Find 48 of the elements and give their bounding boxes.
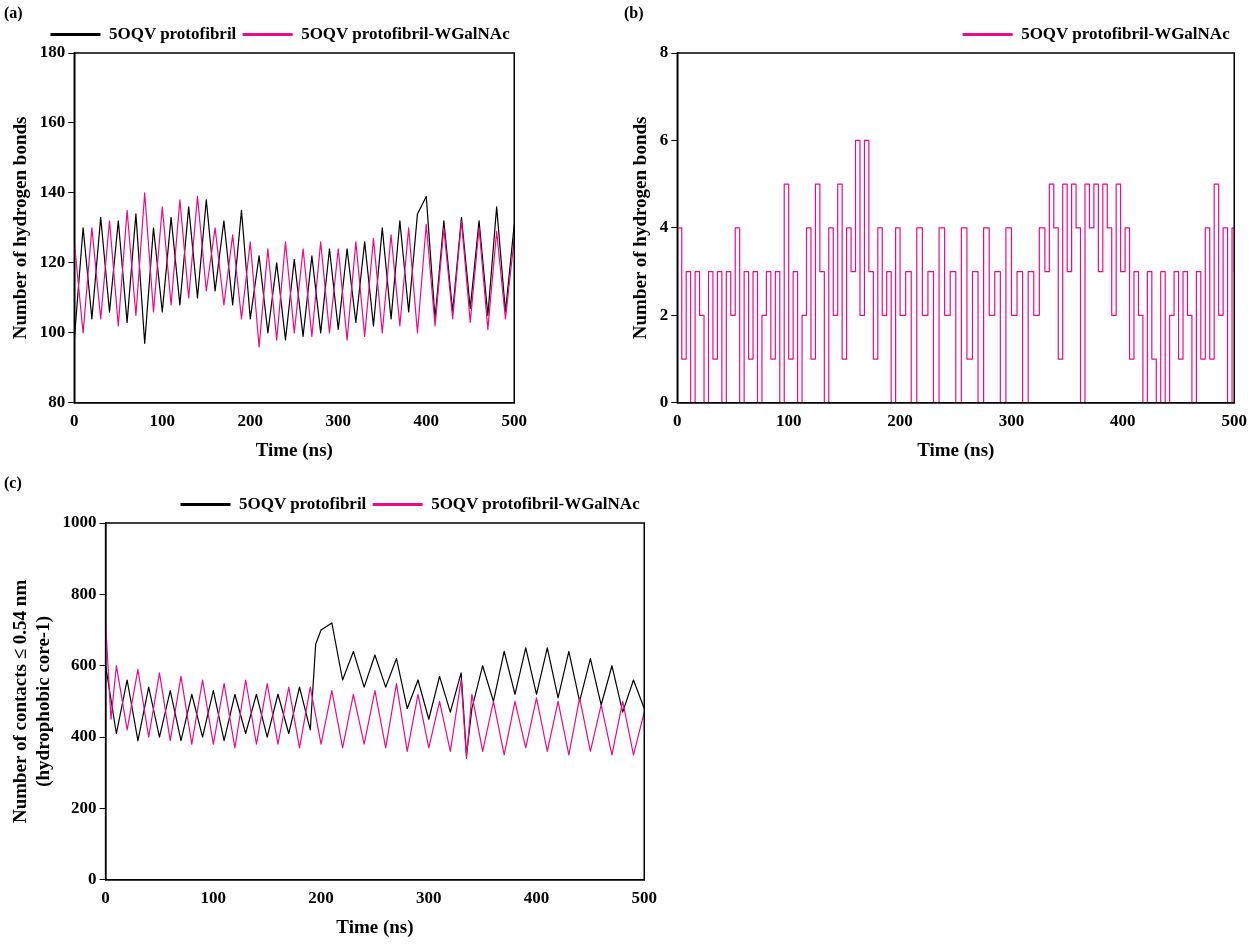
y-tick-label: 180 bbox=[39, 42, 66, 62]
x-tick-label: 0 bbox=[673, 411, 682, 431]
y-tick-label: 8 bbox=[659, 42, 669, 62]
x-tick-label: 400 bbox=[1110, 411, 1136, 431]
y-tick-label: 200 bbox=[71, 797, 97, 817]
y-axis-title: Number of hydrogen bonds bbox=[9, 116, 31, 340]
y-tick-label: 2 bbox=[659, 304, 669, 324]
x-axis-title: Time (ns) bbox=[255, 438, 333, 461]
x-tick-label: 500 bbox=[501, 411, 527, 431]
y-tick-label: 4 bbox=[659, 217, 669, 237]
text: (c) bbox=[4, 474, 22, 493]
legend-label: 5OQV protofibril-WGalNAc bbox=[431, 493, 641, 513]
y-tick-label: 400 bbox=[71, 726, 97, 746]
y-axis-title: Number of contacts ≤ 0.54 nm (hydrophobic core-1) bbox=[9, 579, 55, 824]
y-tick-label: 800 bbox=[71, 583, 97, 603]
x-tick-label: 300 bbox=[325, 411, 352, 431]
y-tick-label: 0 bbox=[88, 869, 97, 889]
legend-label: 5OQV protofibril-WGalNAc bbox=[301, 23, 511, 43]
x-tick-label: 100 bbox=[149, 411, 176, 431]
legend-label: 5OQV protofibril bbox=[108, 23, 237, 43]
y-tick-label: 1000 bbox=[62, 512, 97, 532]
x-tick-label: 400 bbox=[413, 411, 440, 431]
x-tick-label: 300 bbox=[416, 888, 442, 908]
x-tick-label: 0 bbox=[101, 888, 110, 908]
x-tick-label: 300 bbox=[998, 411, 1025, 431]
x-tick-label: 100 bbox=[775, 411, 802, 431]
x-tick-label: 500 bbox=[631, 888, 657, 908]
y-tick-label: 120 bbox=[39, 252, 66, 272]
y-tick-label: 80 bbox=[48, 392, 66, 412]
legend-label: 5OQV protofibril bbox=[238, 493, 367, 513]
x-tick-label: 200 bbox=[887, 411, 913, 431]
y-tick-label: 100 bbox=[39, 322, 66, 342]
y-tick-label: 6 bbox=[659, 129, 669, 149]
x-axis-title: Time (ns) bbox=[336, 915, 414, 938]
y-tick-label: 160 bbox=[39, 112, 66, 132]
x-tick-label: 500 bbox=[1221, 411, 1247, 431]
y-tick-label: 0 bbox=[659, 392, 669, 412]
y-axis-title: Number of hydrogen bonds bbox=[629, 116, 651, 340]
text: (b) bbox=[624, 4, 644, 23]
y-tick-label: 600 bbox=[71, 655, 97, 675]
x-tick-label: 200 bbox=[237, 411, 264, 431]
legend-label: 5OQV protofibril-WGalNAc bbox=[1021, 23, 1231, 43]
text: (a) bbox=[4, 4, 23, 23]
x-axis-title: Time (ns) bbox=[917, 438, 995, 461]
y-tick-label: 140 bbox=[39, 182, 66, 202]
x-tick-label: 400 bbox=[523, 888, 550, 908]
x-tick-label: 100 bbox=[200, 888, 227, 908]
x-tick-label: 200 bbox=[308, 888, 334, 908]
